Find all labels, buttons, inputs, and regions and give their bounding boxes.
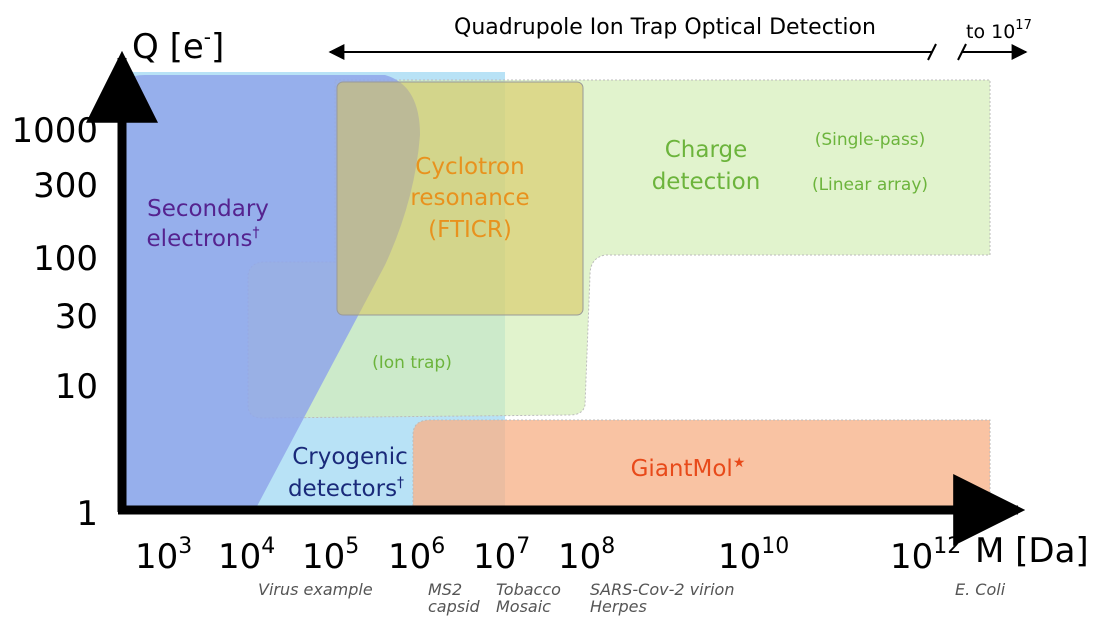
x-axis-label: M [Da] [975,531,1089,571]
example: Tobacco [496,580,561,599]
x-tick: 105 [302,534,359,577]
x-tick-exp: 10 [761,534,789,559]
x-ticks: 103 104 105 106 107 108 1010 1012 [135,534,961,577]
example: MS2 [428,580,462,599]
x-tick-base: 10 [302,537,345,577]
x-tick-exp: 3 [178,534,192,559]
cryogenic-label: detectors† [288,475,404,502]
x-tick-base: 10 [558,537,601,577]
x-tick-base: 10 [890,537,933,577]
x-tick-base: 10 [473,537,516,577]
x-tick: 106 [388,534,445,577]
giantmol-label: GiantMol★ [631,455,746,482]
secondary-label: Secondary [147,196,269,222]
cyclotron-label: (FTICR) [428,217,512,243]
y-tick: 100 [33,239,98,279]
y-tick: 10 [55,367,98,407]
charge-note: (Linear array) [812,175,928,195]
giantmol-region [412,419,991,511]
charge-note: (Single-pass) [815,130,926,150]
cryogenic-label: Cryogenic [292,444,408,470]
y-tick: 1 [76,494,98,534]
x-tick: 107 [473,534,530,577]
top-arrow-label: Quadrupole Ion Trap Optical Detection [454,15,876,40]
example: Herpes [590,597,647,616]
x-tick-exp: 7 [516,534,530,559]
example: capsid [428,597,481,616]
secondary-label: electrons† [147,225,260,252]
examples: Virus example MS2 capsid Tobacco Mosaic … [258,580,1006,616]
charge-label: Charge [665,137,748,163]
example: E. Coli [955,580,1006,599]
regions [122,72,991,511]
region-labels: Secondary electrons† Cyclotron resonance… [147,130,929,502]
cyclotron-label: resonance [410,185,529,211]
y-tick: 1000 [11,111,98,151]
y-tick: 30 [55,297,98,337]
x-tick-exp: 4 [261,534,275,559]
top-arrow-extension-label: to 1017 [966,18,1032,43]
x-tick: 104 [218,534,275,577]
x-tick: 108 [558,534,615,577]
break-mark [927,43,937,61]
x-tick-base: 10 [135,537,178,577]
y-axis-label: Q [e-] [132,25,224,67]
charge-label: detection [652,169,761,195]
x-tick: 1010 [718,534,789,577]
x-tick-base: 10 [388,537,431,577]
example: Mosaic [496,597,551,616]
x-tick-base: 10 [218,537,261,577]
example: Virus example [258,580,373,599]
x-tick-exp: 6 [431,534,445,559]
ion-trap-label: (Ion trap) [372,353,452,373]
x-tick-base: 10 [718,537,761,577]
example: SARS-Cov-2 virion [590,580,734,599]
x-tick-exp: 8 [601,534,615,559]
y-tick: 300 [33,166,98,206]
cyclotron-label: Cyclotron [415,154,524,180]
y-ticks: 1000 300 100 30 10 1 [11,111,98,534]
x-tick: 1012 [890,534,961,577]
x-tick-exp: 5 [345,534,359,559]
x-tick-exp: 12 [933,534,961,559]
cyclotron-region [336,81,584,316]
x-tick: 103 [135,534,192,577]
